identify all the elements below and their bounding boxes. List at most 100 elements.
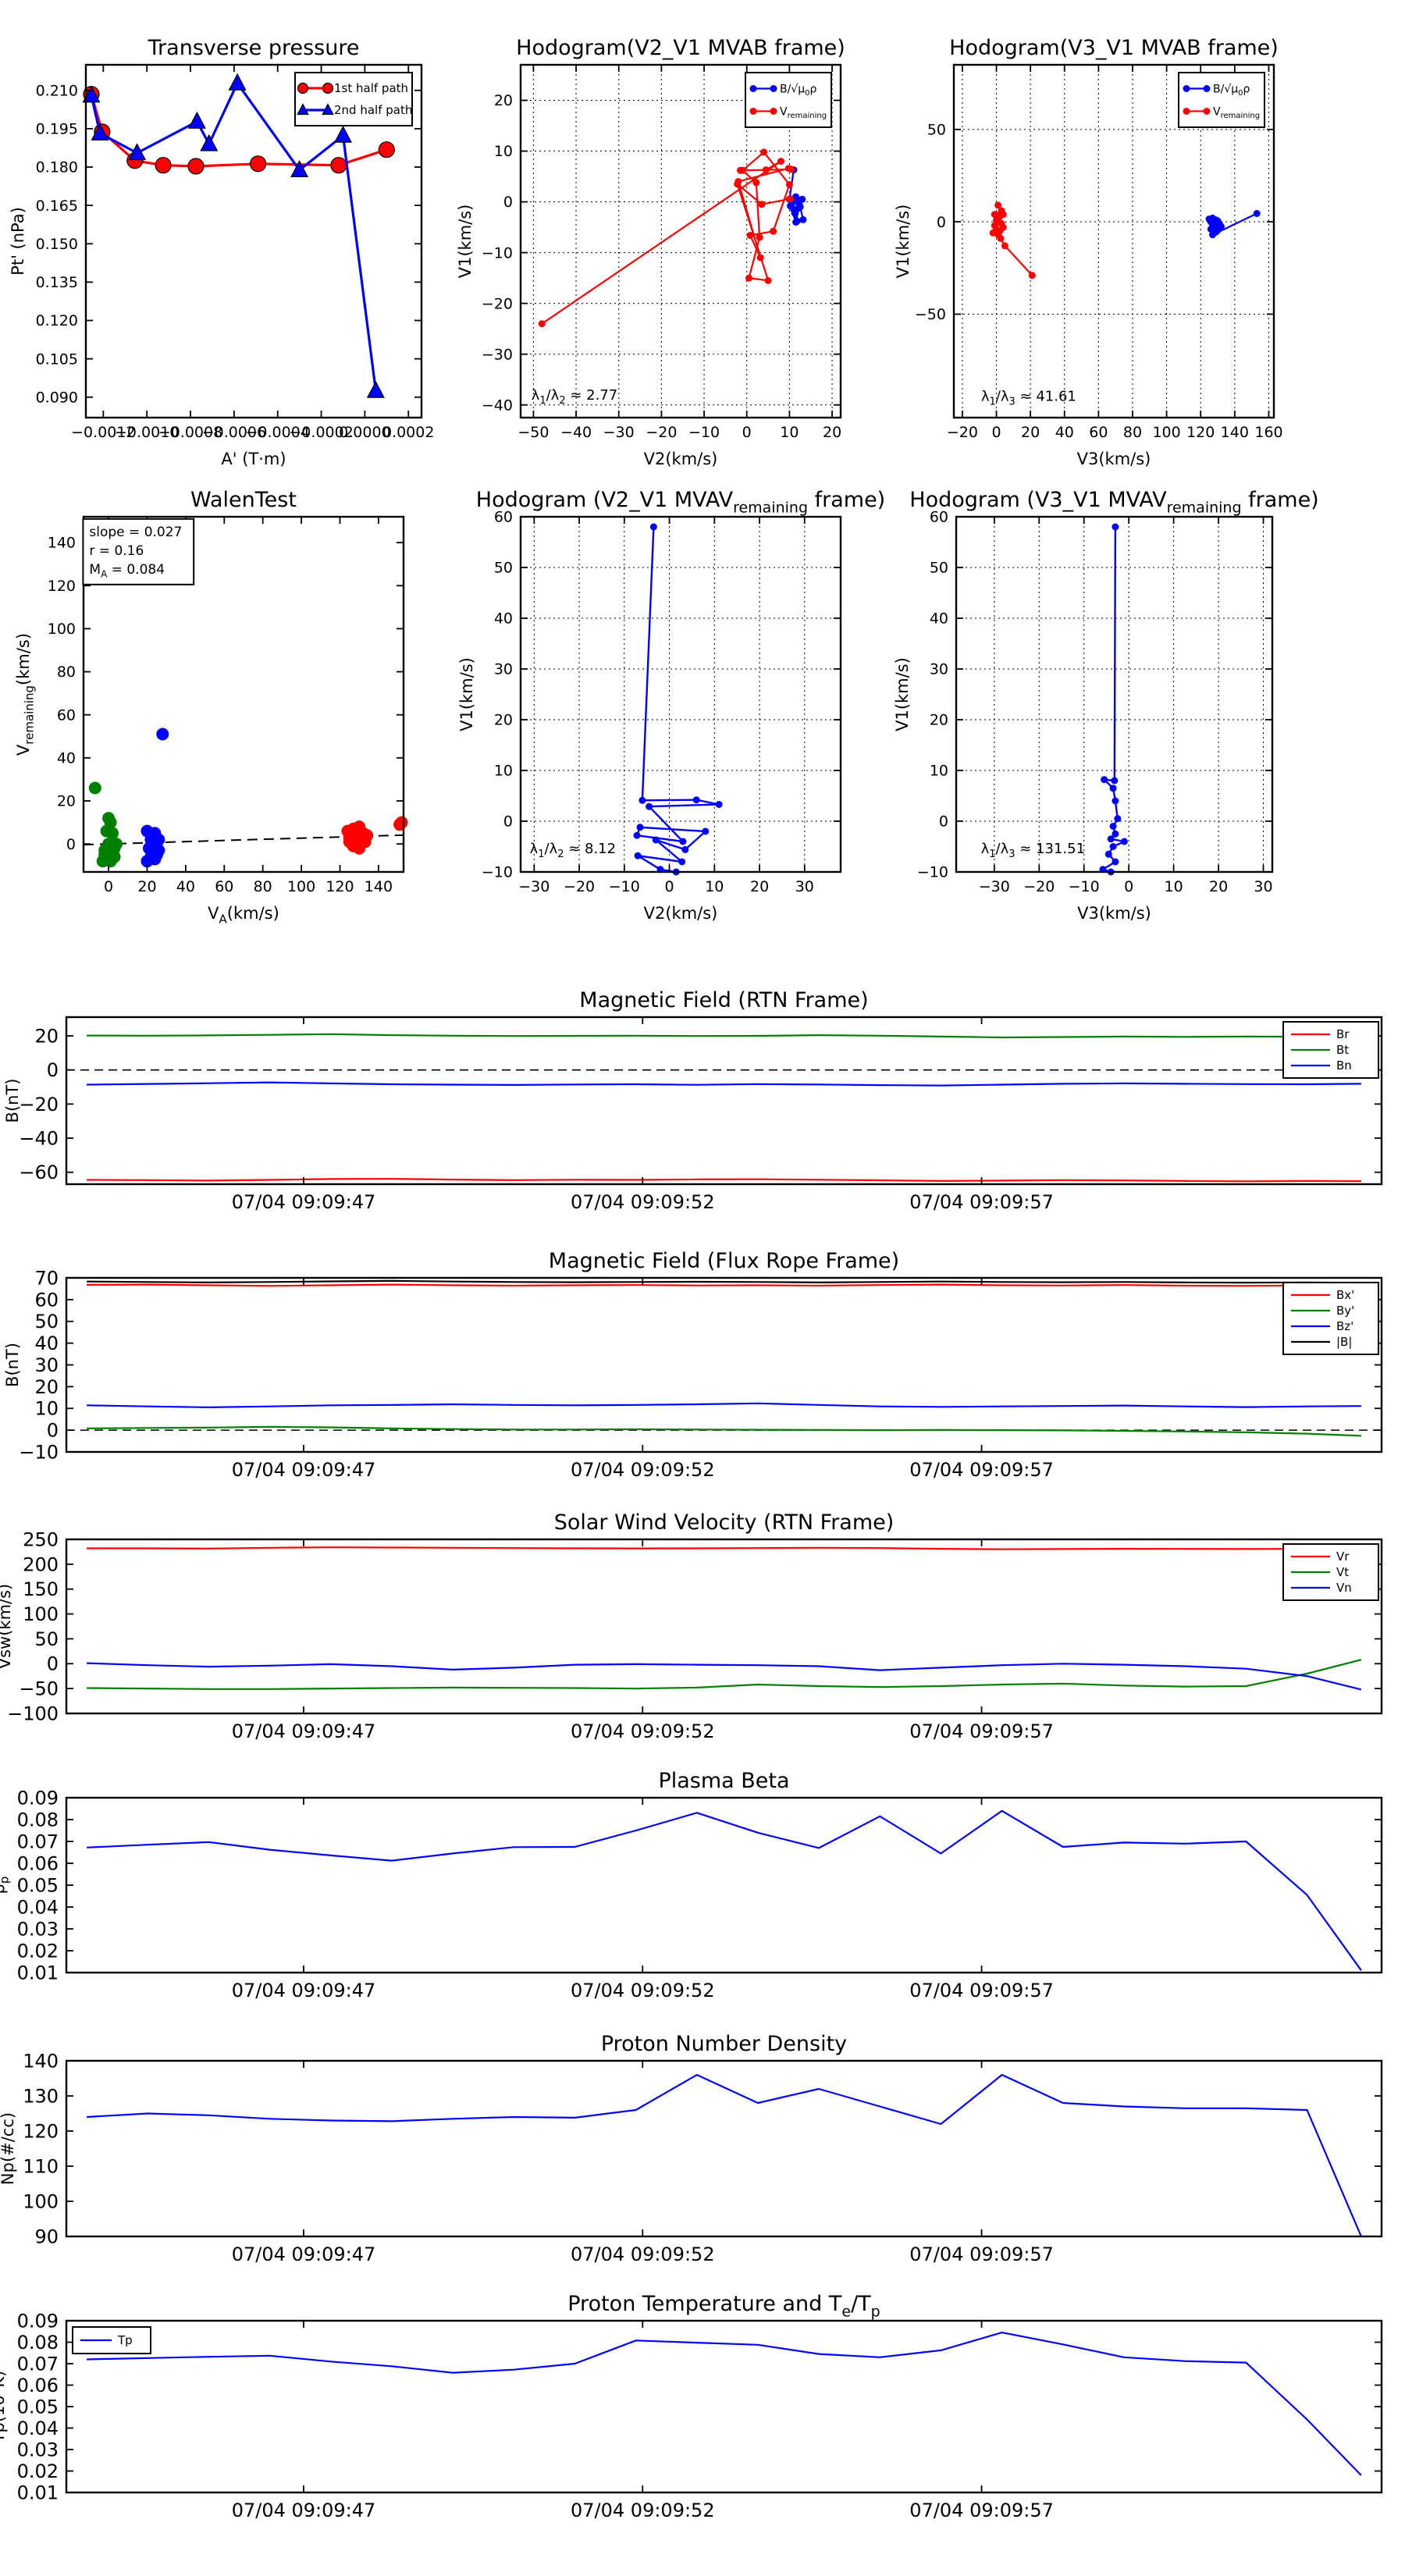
chart-hodogram-v3v1-mvav: −30 −20 −10 0 10 20 30 −10 0 10 20 30 40 50 60Hodogram…	[893, 488, 1319, 923]
chart-title: Hodogram(V3_V1 MVAB frame)	[949, 36, 1279, 60]
panel-proton-temperature: 07/04 09:09:47 07/04 09:09:52 07/04 09:09:…	[0, 2292, 1383, 2521]
svg-text:20: 20	[34, 1025, 59, 1047]
series-bx	[87, 1283, 1361, 1287]
series-np	[87, 2073, 1362, 2237]
chart-title: Solar Wind Velocity (RTN Frame)	[554, 1510, 895, 1535]
panel-proton-density: 07/04 09:09:47 07/04 09:09:52 07/04 09:09:…	[0, 2032, 1383, 2265]
y-axis-label: Vsw(km/s)	[0, 1584, 14, 1670]
y-axis-label: B(nT)	[3, 1343, 22, 1387]
svg-text:50: 50	[494, 560, 513, 577]
legend: B/√μ0ρ Vremaining	[745, 72, 832, 128]
series-vn	[87, 1662, 1362, 1691]
svg-text:20: 20	[137, 878, 156, 895]
tick-marks	[954, 65, 1274, 418]
svg-text:07/04 09:09:57: 07/04 09:09:57	[909, 2500, 1054, 2521]
svg-text:0.105: 0.105	[36, 350, 78, 368]
tick-marks	[66, 1017, 1382, 1184]
svg-text:−100: −100	[7, 1703, 59, 1724]
tick-marks	[66, 2060, 1382, 2237]
plot-frame	[84, 63, 423, 419]
y-axis-label: Np(#/cc)	[0, 2112, 17, 2185]
svg-text:07/04 09:09:47: 07/04 09:09:47	[232, 2243, 376, 2265]
plot-frame	[65, 2319, 1383, 2494]
svg-text:60: 60	[930, 509, 948, 526]
y-axis-label: Vremaining(km/s)	[14, 633, 37, 756]
svg-text:100: 100	[287, 878, 315, 895]
panel-magnetic-field-rtn: 07/04 09:09:47 07/04 09:09:52 07/04 09:09:…	[3, 988, 1383, 1213]
svg-text:20: 20	[34, 1376, 59, 1398]
svg-text:0.0002: 0.0002	[382, 424, 434, 441]
legend-label: Bx'	[1336, 1288, 1354, 1302]
x-axis-label: V2(km/s)	[644, 904, 718, 923]
grid-lines	[521, 65, 841, 418]
plot-frame	[65, 1276, 1383, 1453]
legend-label: Vr	[1336, 1550, 1350, 1564]
grid-lines	[954, 65, 1274, 418]
y-axis-label: V1(km/s)	[893, 657, 912, 731]
series-tp	[87, 2332, 1362, 2476]
svg-text:30: 30	[34, 1354, 59, 1376]
chart-title: Proton Number Density	[601, 2032, 847, 2056]
svg-text:−0.0008: −0.0008	[158, 424, 222, 441]
series-walen-green	[88, 781, 123, 868]
svg-text:slope = 0.027: slope = 0.027	[89, 525, 182, 540]
tick-marks	[956, 516, 1272, 873]
svg-text:−20: −20	[646, 424, 677, 441]
svg-text:0.195: 0.195	[36, 121, 78, 138]
svg-text:20: 20	[494, 92, 513, 109]
svg-text:λ1/λ2 ≈ 8.12: λ1/λ2 ≈ 8.12	[530, 841, 617, 860]
legend-label: B/√μ0ρ	[1213, 83, 1250, 98]
series-vr	[87, 1546, 1361, 1550]
svg-text:120: 120	[48, 578, 76, 595]
legend-label: Vn	[1336, 1581, 1352, 1595]
series-beta-p	[87, 1809, 1362, 1971]
legend: Br Bt Bn	[1282, 1021, 1379, 1079]
x-axis-label: V3(km/s)	[1077, 450, 1151, 468]
svg-text:0.06: 0.06	[17, 2375, 59, 2396]
svg-text:−40: −40	[482, 397, 513, 414]
legend-label: 2nd half path	[334, 103, 412, 117]
svg-text:20: 20	[57, 793, 76, 810]
svg-text:90: 90	[34, 2226, 59, 2247]
grid-lines	[521, 516, 841, 873]
plot-frame	[955, 515, 1274, 873]
svg-text:20: 20	[823, 424, 841, 441]
x-tick-labels: −20 0 20 40 60 80 100 120 140 160	[947, 424, 1283, 441]
legend-label: Bz'	[1336, 1319, 1353, 1333]
y-tick-labels: −10 0 10 20 30 40 50 60	[482, 509, 513, 881]
x-tick-labels: −0.0012−0.0010−0.0008−0.0006−0.0004−0.00…	[71, 424, 434, 441]
svg-text:50: 50	[34, 1628, 59, 1650]
series-vt	[87, 1659, 1362, 1690]
svg-text:07/04 09:09:52: 07/04 09:09:52	[571, 1191, 715, 1213]
legend: 1st half path 2nd half path	[294, 72, 413, 126]
svg-text:0: 0	[991, 424, 1001, 441]
x-tick-labels: 0 20 40 60 80 100 120 140	[104, 878, 393, 895]
svg-text:30: 30	[930, 661, 948, 678]
svg-text:−10: −10	[19, 1441, 59, 1463]
series-br	[87, 1178, 1361, 1183]
tick-marks	[66, 1277, 1382, 1453]
legend-box	[1178, 72, 1265, 128]
svg-text:0: 0	[1124, 878, 1133, 895]
panel-plasma-beta: 07/04 09:09:47 07/04 09:09:52 07/04 09:09:…	[0, 1769, 1383, 2001]
y-axis-label: B(nT)	[3, 1079, 22, 1123]
svg-text:−60: −60	[19, 1162, 59, 1183]
plot-frame	[65, 2059, 1383, 2238]
svg-text:140: 140	[23, 2050, 59, 2072]
svg-text:0.05: 0.05	[17, 1874, 59, 1896]
svg-text:80: 80	[57, 664, 76, 681]
svg-text:−30: −30	[482, 346, 513, 363]
svg-text:−10: −10	[917, 864, 948, 881]
annotation: slope = 0.027 r = 0.16 MA = 0.084	[82, 518, 195, 585]
svg-text:−30: −30	[603, 424, 635, 441]
series-walen-blue	[140, 728, 169, 868]
svg-text:80: 80	[1123, 424, 1142, 441]
series-bt	[87, 1033, 1361, 1039]
svg-text:0: 0	[939, 813, 948, 831]
x-axis-label: V3(km/s)	[1077, 904, 1151, 923]
y-axis-label: V1(km/s)	[457, 657, 476, 731]
svg-text:60: 60	[34, 1289, 59, 1311]
svg-text:50: 50	[927, 122, 946, 139]
svg-text:0.01: 0.01	[17, 1962, 59, 1984]
